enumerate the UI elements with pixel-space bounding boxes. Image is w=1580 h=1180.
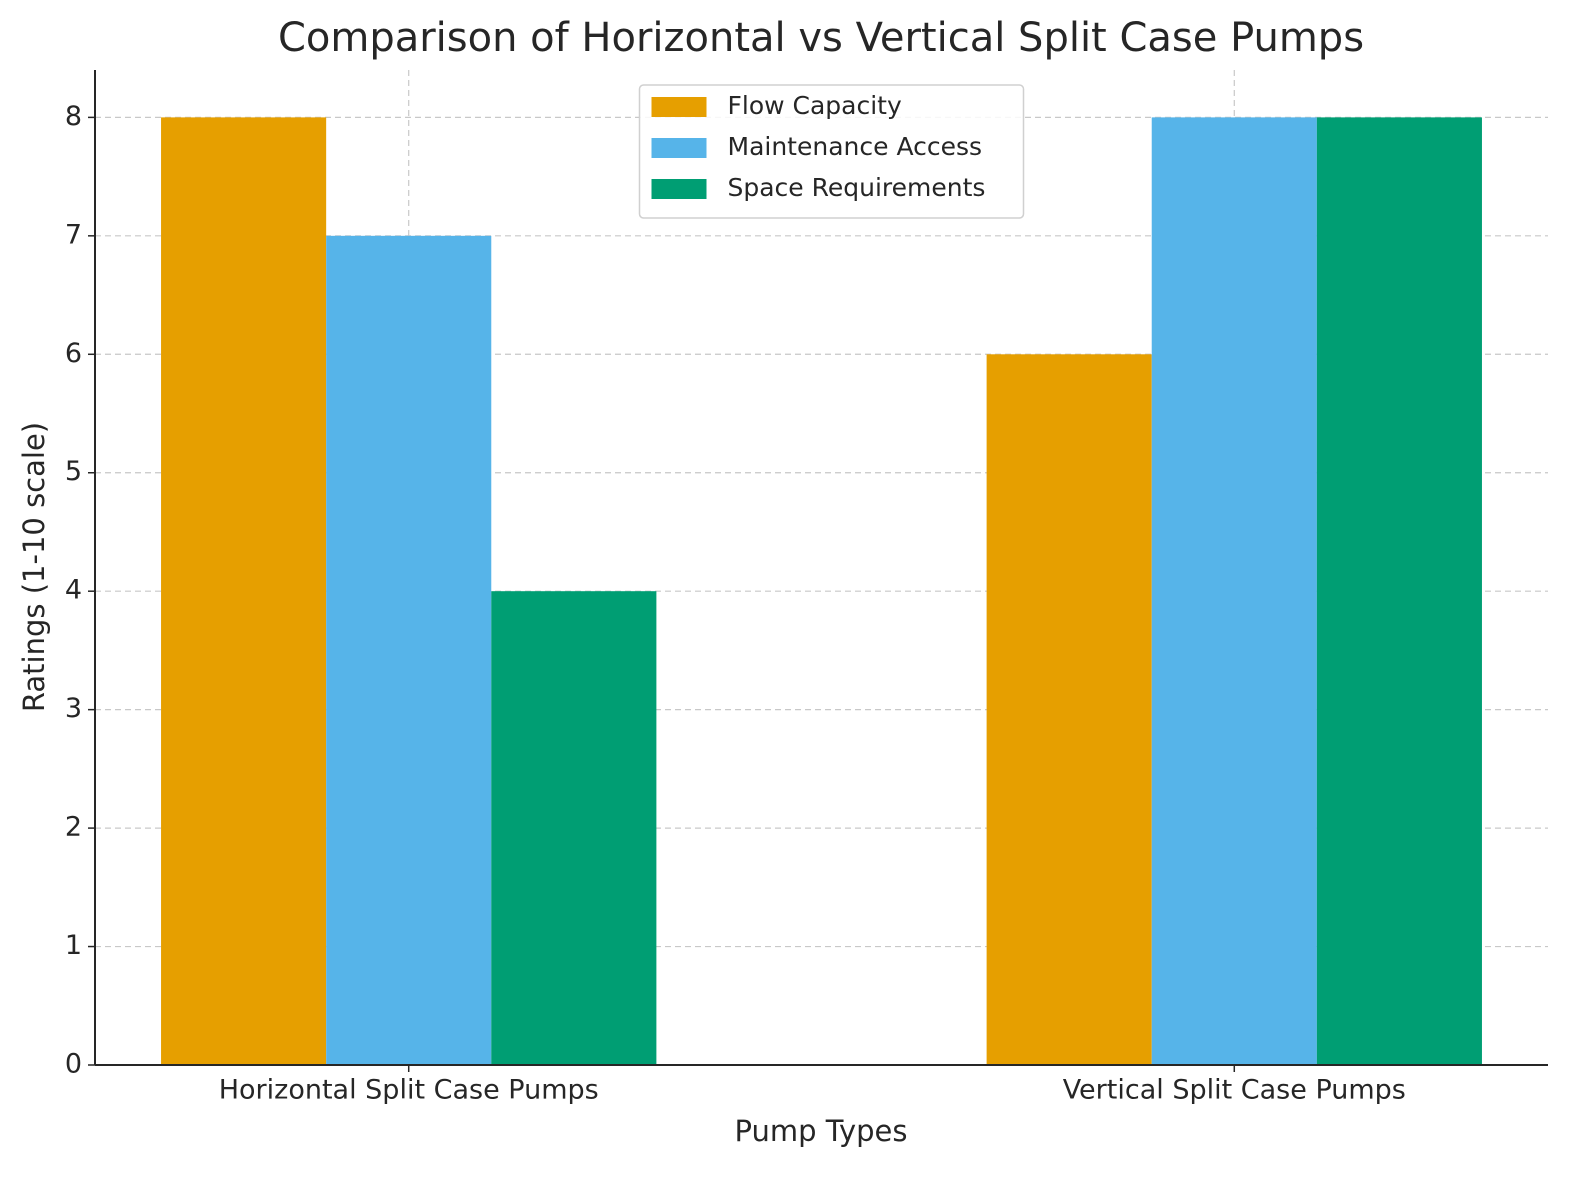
y-tick-label: 0 [65,1049,82,1080]
bar [161,117,327,1065]
y-tick-label: 3 [65,693,82,724]
x-tick-label: Horizontal Split Case Pumps [219,1075,599,1106]
legend-swatch [651,138,707,158]
bar [1316,117,1482,1065]
y-tick-label: 2 [65,812,82,843]
bars [161,117,1482,1066]
y-tick-label: 1 [65,930,82,961]
bar [491,591,657,1065]
legend-swatch [651,179,707,199]
y-axis-label: Ratings (1-10 scale) [17,422,51,712]
x-tick-label: Vertical Split Case Pumps [1063,1075,1406,1106]
legend-label: Maintenance Access [728,132,983,161]
legend: Flow Capacity Maintenance Access Space Req… [638,84,1025,219]
legend-swatch [651,97,707,117]
chart-title: Comparison of Horizontal vs Vertical Spl… [278,15,1364,61]
y-tick-label: 8 [65,101,82,132]
y-tick-label: 7 [65,219,82,250]
legend-label: Flow Capacity [728,91,902,120]
bar [986,354,1152,1065]
y-tick-label: 4 [65,575,82,606]
x-axis-label: Pump Types [735,1114,908,1148]
legend-box [638,84,1025,219]
y-tick-label: 6 [65,338,82,369]
bar [1151,117,1317,1065]
bar [326,235,492,1066]
y-tick-label: 5 [65,456,82,487]
legend-label: Space Requirements [728,173,986,202]
